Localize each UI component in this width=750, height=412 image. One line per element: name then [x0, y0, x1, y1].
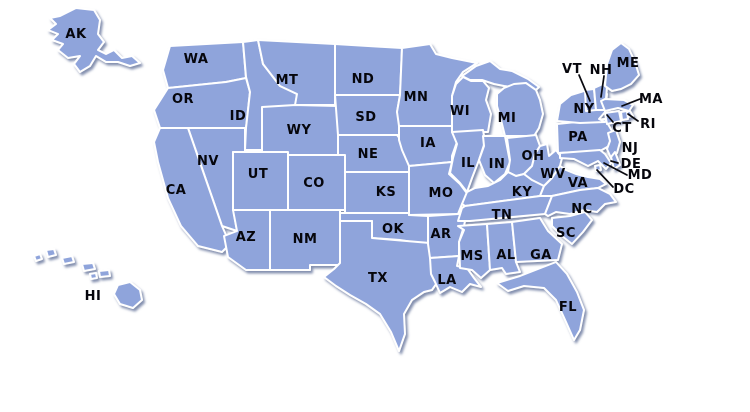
state-nd[interactable]	[334, 43, 403, 96]
state-sc[interactable]	[551, 211, 593, 245]
state-sd[interactable]	[334, 94, 403, 136]
callout-line-ct	[606, 114, 614, 123]
state-nc[interactable]	[544, 187, 617, 217]
state-label-md: MD	[628, 168, 653, 183]
state-label-dc: DC	[613, 182, 634, 197]
state-de[interactable]	[610, 151, 621, 170]
state-ct[interactable]	[604, 110, 622, 125]
hi-island[interactable]	[61, 255, 75, 265]
hi-island[interactable]	[33, 253, 43, 262]
state-me[interactable]	[604, 42, 640, 92]
state-ut[interactable]	[232, 151, 289, 211]
state-label-hi: HI	[85, 289, 102, 304]
state-label-de: DE	[621, 157, 642, 172]
callout-line-ma	[621, 98, 641, 107]
state-ga[interactable]	[511, 217, 563, 263]
callout-line-nh	[600, 75, 605, 98]
hi-island[interactable]	[81, 262, 96, 272]
state-co[interactable]	[287, 154, 346, 211]
callout-lines	[578, 74, 641, 188]
state-ks[interactable]	[344, 171, 410, 214]
us-map	[33, 7, 640, 352]
state-ak[interactable]	[47, 7, 141, 73]
hi-island[interactable]	[98, 269, 111, 278]
state-ma[interactable]	[600, 98, 634, 112]
state-fl[interactable]	[496, 261, 585, 341]
state-ca[interactable]	[153, 127, 231, 253]
callout-line-md	[603, 162, 628, 176]
hi-island[interactable]	[89, 272, 98, 280]
state-nm[interactable]	[269, 209, 341, 271]
hi-island[interactable]	[45, 248, 57, 258]
callout-line-vt	[578, 74, 591, 102]
callout-line-dc	[596, 169, 614, 188]
state-label-nj: NJ	[622, 141, 639, 156]
state-wy[interactable]	[261, 104, 339, 156]
callout-line-ri	[627, 113, 639, 122]
hi-island[interactable]	[113, 281, 143, 309]
state-md[interactable]	[559, 149, 612, 170]
state-label-ri: RI	[640, 117, 656, 132]
state-la[interactable]	[429, 255, 482, 294]
state-wi[interactable]	[451, 76, 492, 133]
state-mi[interactable]	[461, 60, 544, 137]
state-hi[interactable]	[33, 248, 143, 309]
state-ia[interactable]	[398, 125, 458, 167]
state-ri[interactable]	[620, 110, 629, 121]
state-mn[interactable]	[396, 43, 478, 127]
callout-line-de	[610, 160, 619, 164]
state-label-ma: MA	[639, 92, 663, 107]
state-mi-lower[interactable]	[496, 82, 544, 137]
